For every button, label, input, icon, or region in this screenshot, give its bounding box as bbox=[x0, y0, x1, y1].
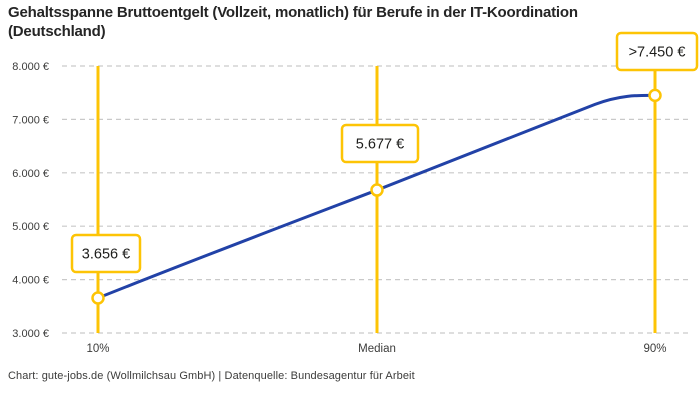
y-tick-label: 3.000 € bbox=[12, 328, 49, 340]
y-tick-label: 4.000 € bbox=[12, 275, 49, 287]
value-label-box bbox=[340, 123, 420, 164]
value-label-box bbox=[70, 233, 142, 274]
x-tick-label: 10% bbox=[86, 343, 109, 355]
value-label: 3.656 € bbox=[82, 247, 130, 263]
data-point-marker bbox=[91, 291, 105, 305]
x-tick-label: Median bbox=[358, 343, 396, 355]
value-label-box bbox=[615, 31, 699, 72]
data-point-marker bbox=[370, 183, 384, 197]
y-tick-label: 7.000 € bbox=[12, 114, 49, 126]
chart-credit: Chart: gute-jobs.de (Wollmilchsau GmbH) … bbox=[8, 370, 415, 382]
y-tick-label: 5.000 € bbox=[12, 221, 49, 233]
value-label: >7.450 € bbox=[629, 45, 686, 61]
data-point-marker bbox=[648, 88, 662, 103]
value-label: 5.677 € bbox=[356, 137, 404, 153]
x-tick-label: 90% bbox=[643, 343, 666, 355]
chart-title: Gehaltsspanne Bruttoentgelt (Vollzeit, m… bbox=[8, 4, 578, 40]
salary-curve bbox=[96, 93, 657, 300]
y-tick-label: 8.000 € bbox=[12, 61, 49, 73]
y-tick-label: 6.000 € bbox=[12, 168, 49, 180]
